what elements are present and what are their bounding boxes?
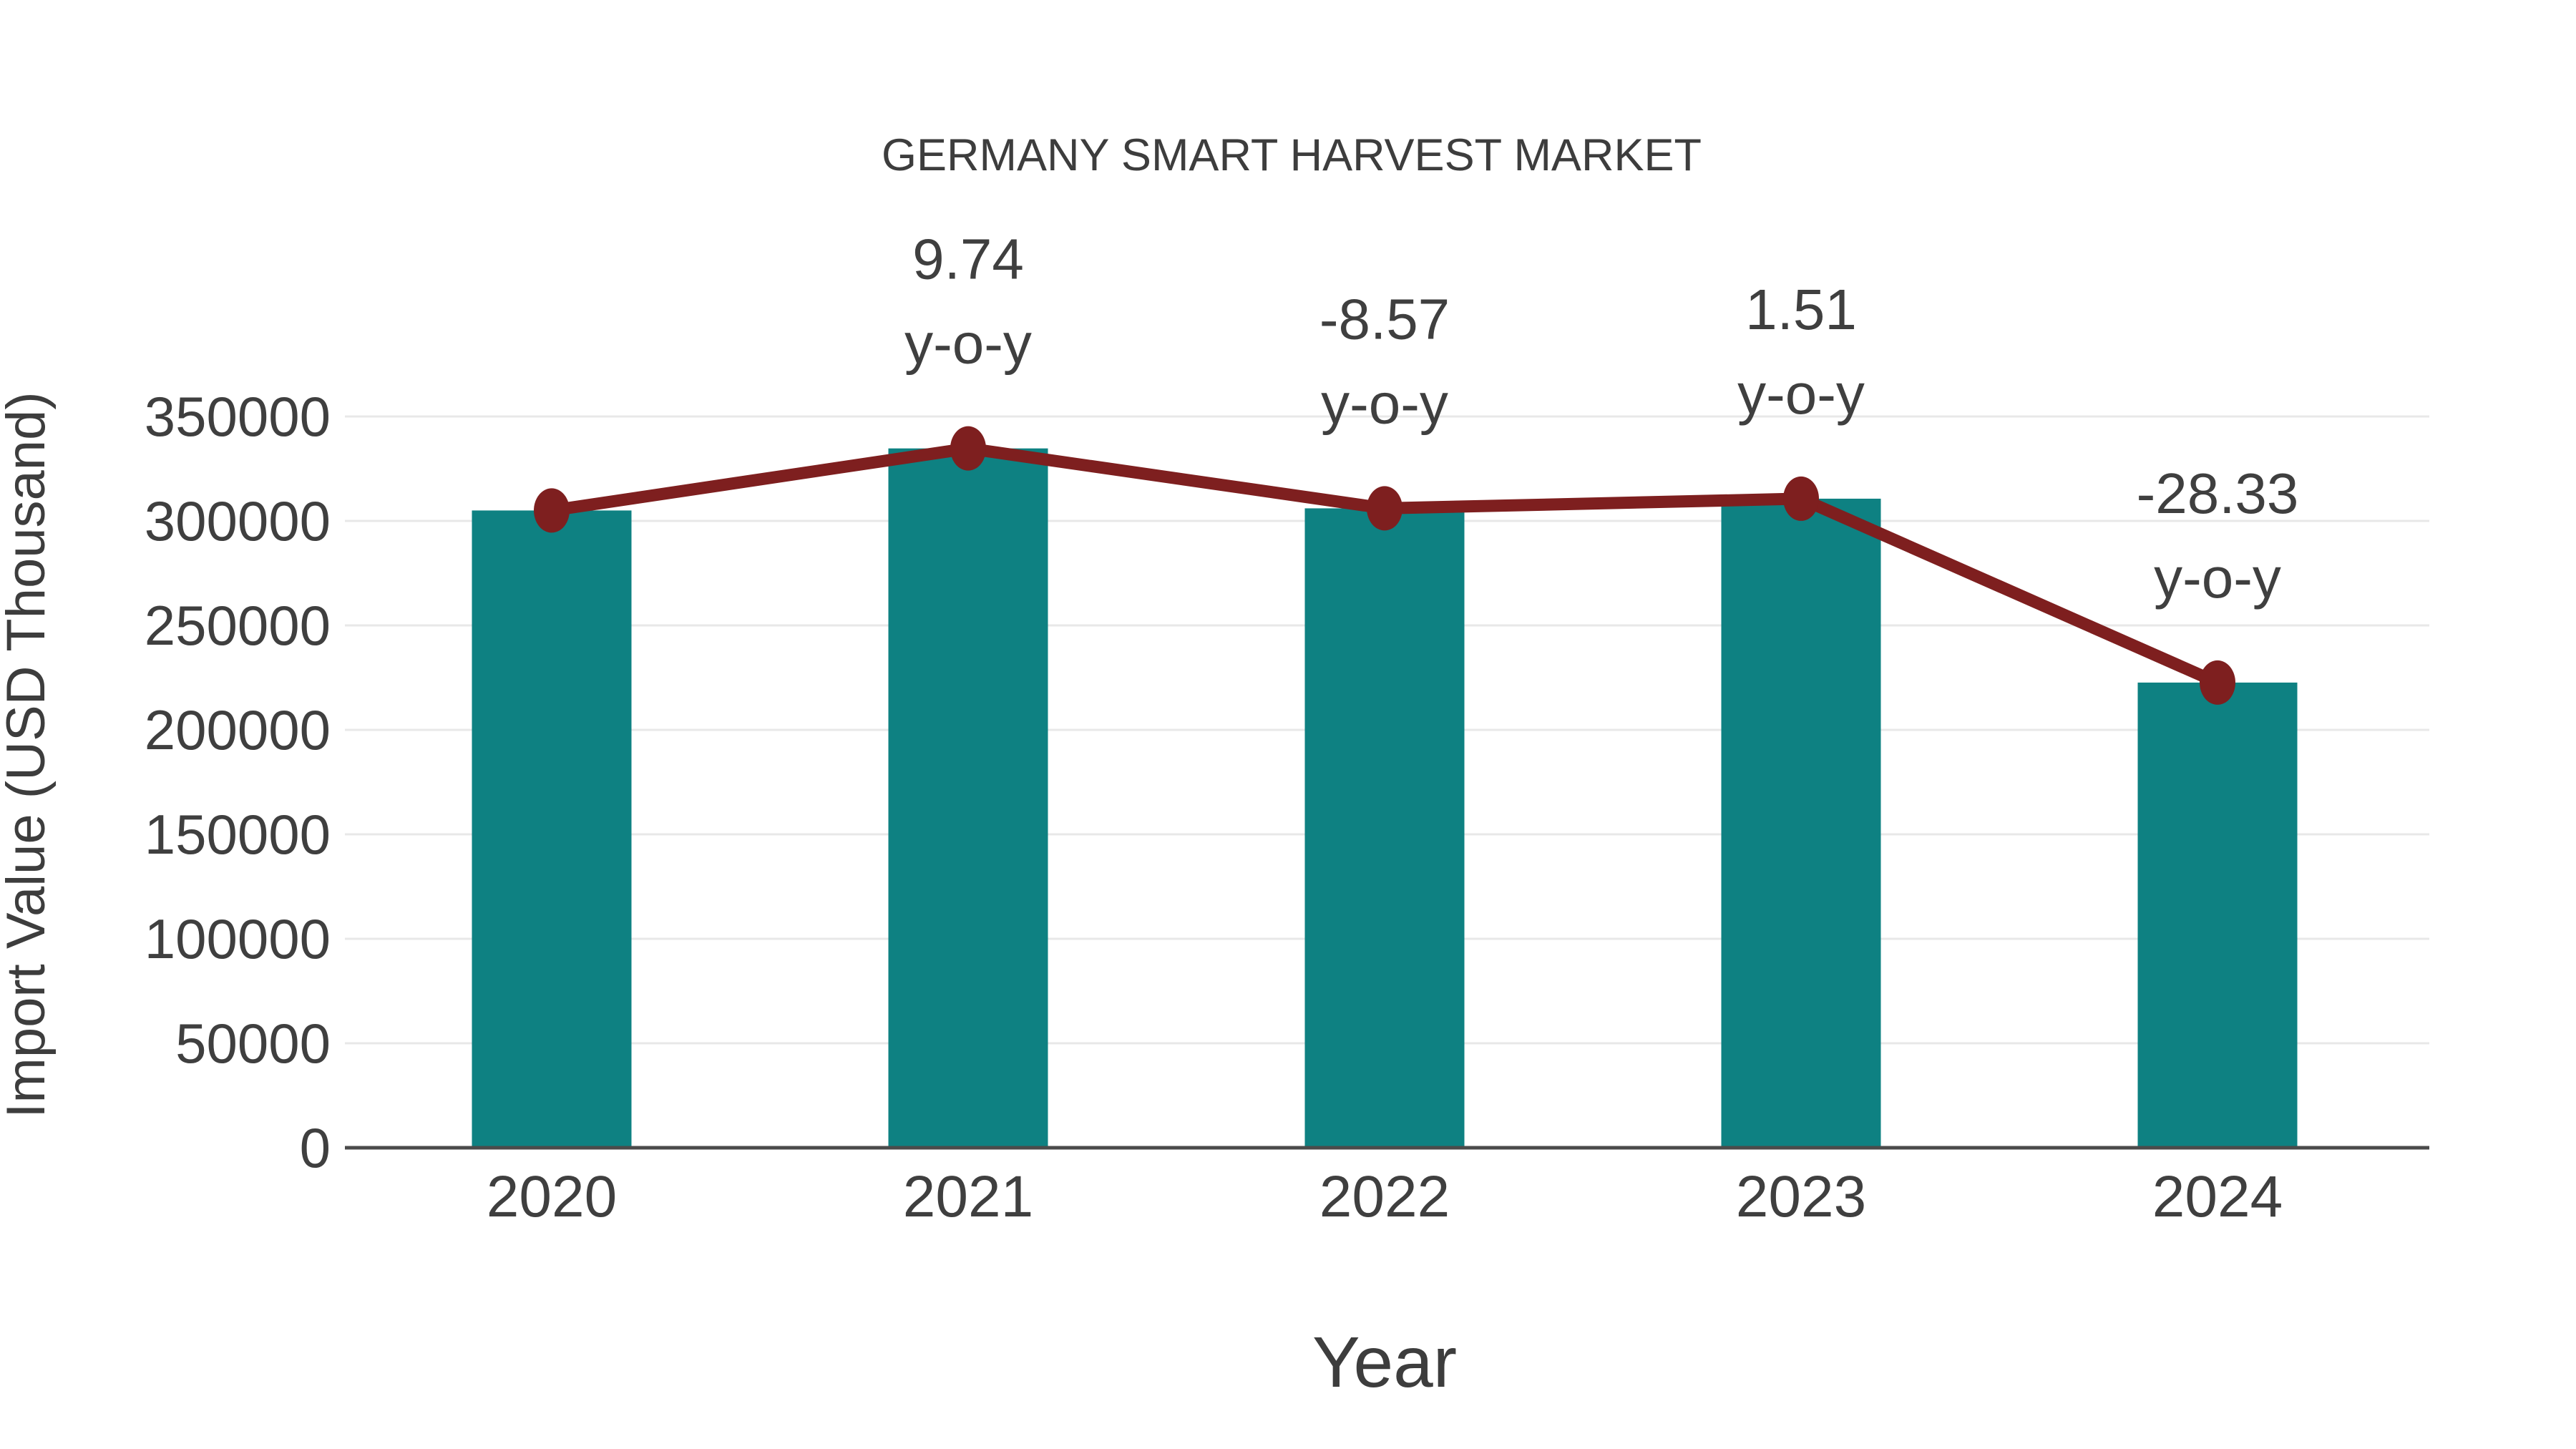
x-tick-label: 2022	[1319, 1164, 1450, 1229]
x-tick-label: 2023	[1736, 1164, 1866, 1229]
annotation-suffix-2024: y-o-y	[2154, 546, 2281, 610]
y-tick-label: 0	[300, 1116, 331, 1179]
annotations: 9.74 y-o-y -8.57 y-o-y 1.51 y-o-y -28.33 y-o-y	[904, 228, 2298, 610]
x-axis-tick-labels: 2020 2021 2022 2023 2024	[487, 1164, 2283, 1229]
annotation-suffix-2023: y-o-y	[1737, 362, 1865, 426]
y-tick-label: 300000	[145, 489, 331, 552]
marker-2023	[1783, 476, 1819, 521]
x-tick-label: 2024	[2152, 1164, 2283, 1229]
annotation-suffix-2021: y-o-y	[904, 312, 1032, 376]
bar-series	[472, 448, 2298, 1148]
marker-2022	[1367, 486, 1402, 531]
y-tick-label: 250000	[145, 594, 331, 657]
bar-2022	[1304, 508, 1465, 1148]
x-tick-label: 2021	[903, 1164, 1033, 1229]
annotation-value-2022: -8.57	[1319, 287, 1450, 351]
y-axis-title: Import Value (USD Thousand)	[0, 391, 57, 1118]
y-tick-label: 200000	[145, 698, 331, 761]
chart-title: GERMANY SMART HARVEST MARKET	[882, 130, 1702, 180]
marker-2020	[534, 488, 570, 533]
y-tick-label: 350000	[145, 385, 331, 448]
bar-2023	[1721, 498, 1881, 1148]
y-tick-label: 150000	[145, 803, 331, 866]
annotation-value-2024: -28.33	[2137, 462, 2299, 525]
line-markers	[534, 426, 2235, 705]
bar-2021	[888, 448, 1048, 1148]
x-tick-label: 2020	[487, 1164, 617, 1229]
bar-2020	[472, 510, 632, 1148]
bar-2024	[2137, 682, 2298, 1148]
annotation-value-2023: 1.51	[1745, 278, 1857, 341]
marker-2024	[2200, 660, 2235, 705]
y-tick-label: 50000	[175, 1012, 331, 1075]
annotation-value-2021: 9.74	[912, 228, 1024, 291]
marker-2021	[950, 426, 986, 471]
annotation-suffix-2022: y-o-y	[1321, 371, 1448, 435]
y-axis-tick-labels: 0 50000 100000 150000 200000 250000 300000 3500…	[145, 385, 331, 1179]
y-tick-label: 100000	[145, 907, 331, 970]
x-axis-title: Year	[1312, 1322, 1457, 1402]
